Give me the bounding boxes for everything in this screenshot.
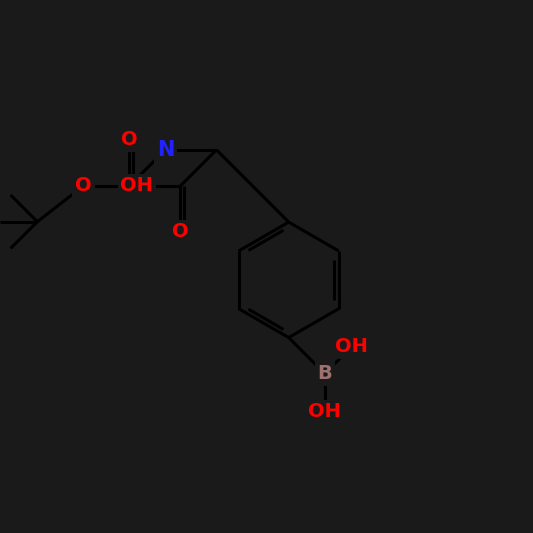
Text: O: O [75,176,92,196]
Text: O: O [121,131,138,149]
Text: OH: OH [309,402,341,422]
Text: B: B [318,364,332,383]
Text: OH: OH [120,176,154,196]
Text: O: O [172,222,189,241]
Text: N: N [157,140,174,160]
Text: OH: OH [335,337,368,356]
